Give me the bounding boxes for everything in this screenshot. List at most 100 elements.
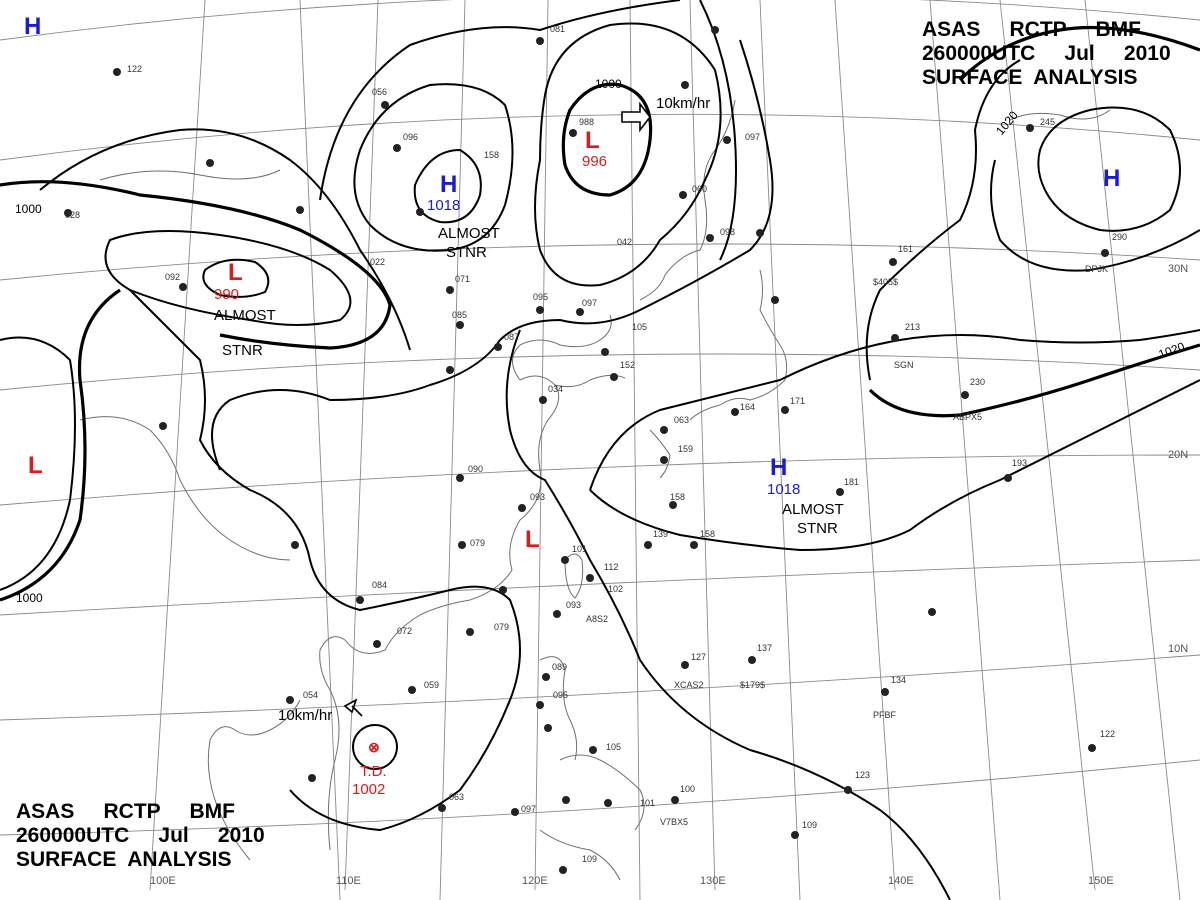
station-value: 097 [521,804,536,814]
td-motion-label: 10km/hr [278,707,332,724]
station-plots [64,26,1109,874]
motion-arrow-icon [621,101,652,133]
isobar-1000-north-low [561,82,653,197]
station-id: XCAS2 [674,680,704,690]
isobar-label: 1020 [1157,339,1187,361]
isobar-north-high-inner [413,148,482,224]
station-id: V7BX5 [660,817,688,827]
station-value: 171 [790,396,805,406]
isobar-north-low-outer [534,22,722,287]
isobar-north-high-outer [353,83,514,252]
low-center-symbol: L [525,526,540,553]
station-value: 134 [891,675,906,685]
lon-label: 140E [888,875,914,887]
station-value: 100 [680,784,695,794]
lon-label: 130E [700,875,726,887]
station-value: 102 [608,584,623,594]
station-value: 097 [745,132,760,142]
station-id: PFBF [873,710,897,720]
station-value: 085 [452,310,467,320]
station-value: 022 [370,257,385,267]
low-center-value: 990 [214,286,239,303]
header-line: ASAS RCTP BMF [16,800,235,823]
high-center-symbol: H [770,454,787,481]
station-value: 079 [470,538,485,548]
low-center-symbol: L [585,127,600,154]
station-value: 139 [653,529,668,539]
lon-label: 110E [336,875,361,887]
td-isobar [352,724,398,770]
station-value: 056 [372,87,387,97]
station-value: 213 [905,322,920,332]
stnr-note-line: ALMOST [438,225,500,242]
lat-label: 30N [1168,263,1188,275]
low-motion-label: 10km/hr [656,95,710,112]
station-value: 081 [550,24,565,34]
station-id: $179$ [740,680,765,690]
station-value: 122 [1100,729,1115,739]
station-value: 158 [670,492,685,502]
station-value: 123 [855,770,870,780]
high-center-value: 1018 [767,481,800,498]
station-value: 181 [844,477,859,487]
station-value: 042 [617,237,632,247]
station-value: 063 [449,792,464,802]
station-id: DPJK [1085,264,1108,274]
station-value: 096 [403,132,418,142]
low-center-value: 996 [582,153,607,170]
stationary-notes: ALMOST STNR ALMOST STNR ALMOST STNR [214,225,844,537]
high-center-symbol: H [1103,165,1120,192]
isobar-west-low-inner [202,258,270,298]
station-value: 101 [640,798,655,808]
station-value: 095 [553,690,568,700]
station-value: 059 [424,680,439,690]
station-value: 095 [533,292,548,302]
station-value: 028 [65,210,80,220]
lon-label: 100E [150,875,176,887]
lat-label: 20N [1168,449,1188,461]
station-value: 089 [552,662,567,672]
station-value: 060 [692,184,707,194]
header-line: 260000UTC Jul 2010 [16,824,265,847]
station-value: 158 [484,150,499,160]
isobar-label: 1000 [16,591,43,605]
coastlines [79,99,1111,881]
low-center-symbol: L [228,259,243,286]
station-value: 072 [397,626,412,636]
station-value: 093 [566,600,581,610]
high-center-symbol: H [440,171,457,198]
isobar-label: 1020 [993,108,1021,138]
header-line: SURFACE ANALYSIS [16,848,232,871]
station-value: 093 [530,492,545,502]
station-value: 245 [1040,117,1055,127]
td-symbol-icon: ⊗ [368,739,380,755]
station-value: 090 [468,464,483,474]
station-value: 105 [632,322,647,332]
station-ids: $405$ DPJK SGN ABPX5 XCAS2 $179$ PFBF A8… [586,264,1108,827]
station-value: 137 [757,643,772,653]
stnr-note-line: STNR [222,342,263,359]
station-values: 081 122 056 096 158 988 098 097 028 022 … [65,24,1127,864]
low-north-motion: 10km/hr [621,95,710,133]
stnr-note-line: ALMOST [782,501,844,518]
header-line: SURFACE ANALYSIS [922,66,1138,89]
station-id: $405$ [873,277,898,287]
station-value: 290 [1112,232,1127,242]
stnr-note-line: STNR [797,520,838,537]
high-center-symbol: H [24,13,41,40]
td-label: T.D. [360,763,387,780]
header-line: ASAS RCTP BMF [922,18,1141,41]
station-value: 105 [606,742,621,752]
station-value: 087 [504,332,519,342]
station-value: 098 [720,227,735,237]
header-title-bottom: ASAS RCTP BMF 260000UTC Jul 2010 SURFACE… [16,800,265,872]
header-title-top: ASAS RCTP BMF 260000UTC Jul 2010 SURFACE… [922,18,1171,90]
low-center-symbol: L [28,452,43,479]
lat-label: 10N [1168,643,1188,655]
high-center-value: 1018 [427,197,460,214]
station-value: 152 [620,360,635,370]
station-value: 054 [303,690,318,700]
station-value: 158 [700,529,715,539]
